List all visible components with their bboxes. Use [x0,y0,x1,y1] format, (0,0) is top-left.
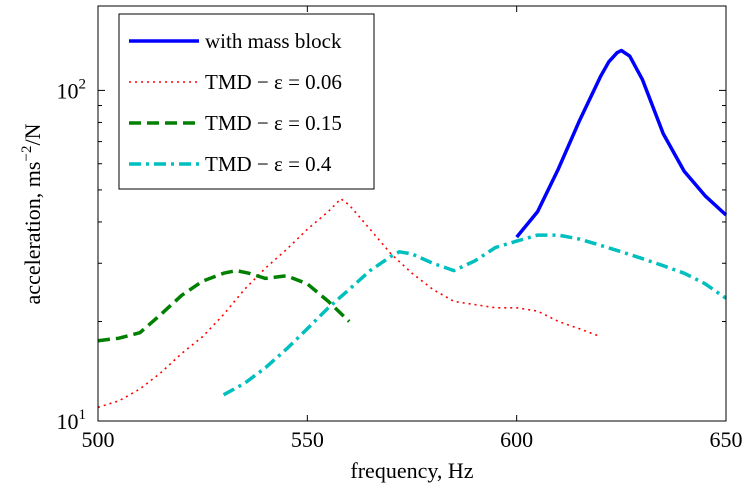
y-axis-label: acceleration, ms−2/N [19,123,45,304]
series-layer [97,48,728,409]
x-tick-label: 650 [710,427,743,452]
x-tick-label: 550 [291,427,324,452]
ticks-layer: 500 550 600 650 101 102 [57,6,743,452]
x-tick-label: 500 [82,427,115,452]
x-tick-label: 600 [500,427,533,452]
legend-label-2: TMD − ε = 0.06 [205,70,342,94]
legend-box [118,13,375,190]
legend: with mass block TMD − ε = 0.06 TMD − ε = 0… [118,13,375,190]
series-line-3 [97,268,351,343]
series-line-1 [515,48,728,239]
legend-label-4: TMD − ε = 0.4 [205,152,332,176]
y-axis-label-main: acceleration, ms [20,162,45,305]
y-tick-label: 101 [57,407,87,434]
legend-label-3: TMD − ε = 0.15 [205,111,342,135]
y-axis-label-tail: /N [20,123,45,145]
y-tick-label: 102 [57,76,87,103]
legend-label-1: with mass block [205,29,342,53]
plot-frame [97,5,727,422]
series-line-4 [222,233,727,397]
y-axis-label-superscript: −2 [19,146,35,162]
x-axis-label: frequency, Hz [350,458,473,483]
